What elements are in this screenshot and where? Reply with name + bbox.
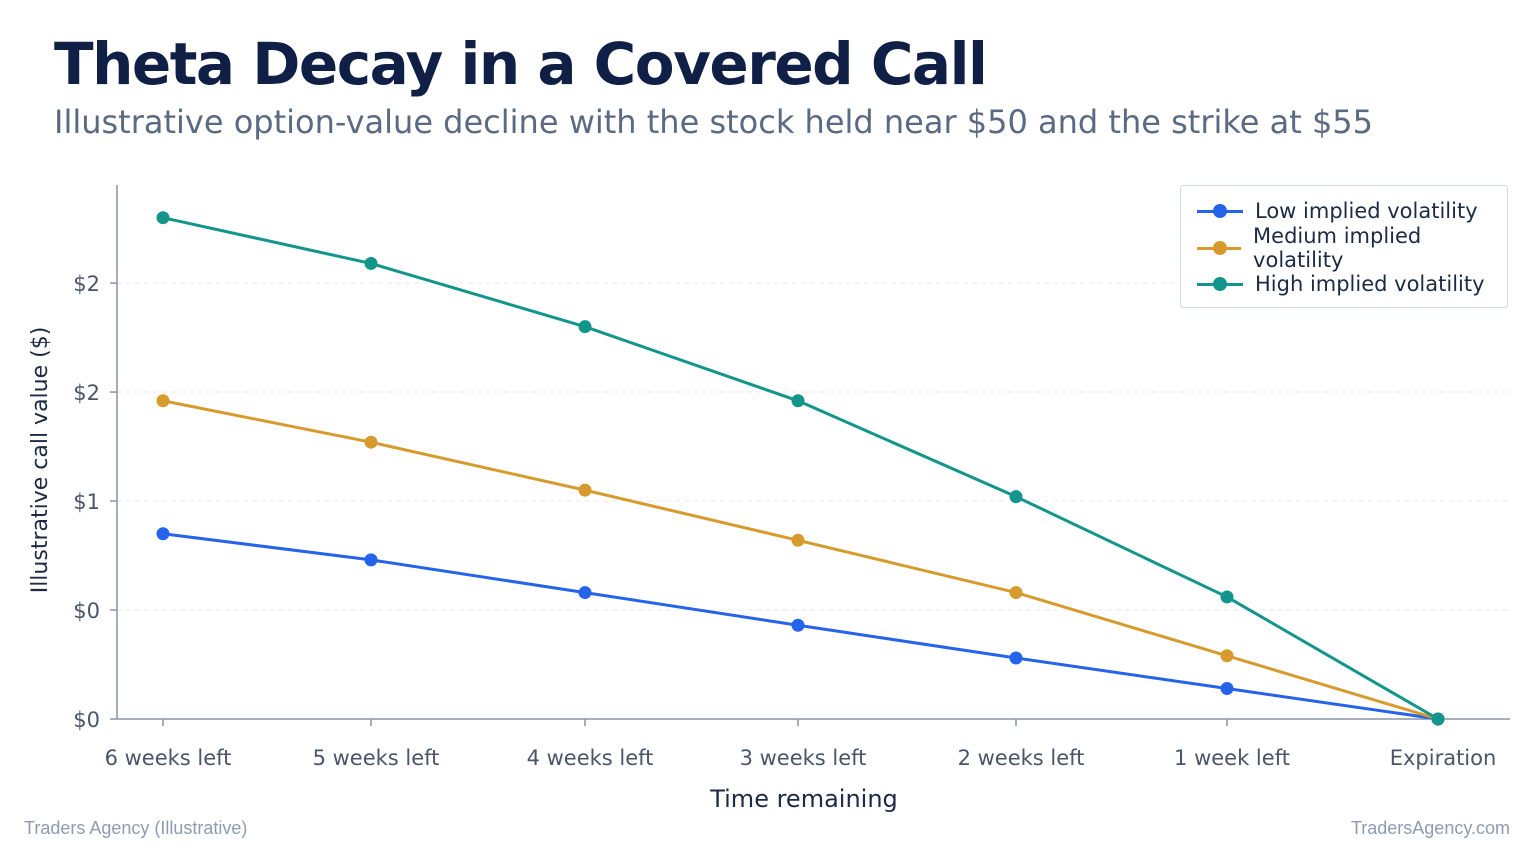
point-medium-0 [156,394,170,408]
point-medium-4 [1009,586,1023,600]
x-axis-label: Time remaining [709,785,898,813]
y-tick-label-1: $0 [73,599,100,623]
legend-item-low: Low implied volatility [1197,196,1478,226]
footer-source: Traders Agency (Illustrative) [24,818,248,838]
series-line-medium [162,399,1439,721]
point-high-3 [791,394,805,408]
y-tick-label-0: $0 [73,708,100,732]
y-tick-label-2: $1 [73,490,100,514]
point-medium-5 [1220,649,1234,663]
point-low-4 [1009,651,1023,665]
y-axis-label: Illustrative call value ($) [28,327,53,594]
x-tick-label-0: 6 weeks left [105,746,232,770]
legend-swatch-low [1197,204,1243,218]
point-low-3 [791,618,805,632]
chart-legend: Low implied volatility Medium implied vo… [1180,185,1508,308]
chart-subtitle: Illustrative option-value decline with t… [54,103,1374,141]
chart-title: Theta Decay in a Covered Call [54,30,988,98]
x-axis-ticks: 6 weeks left 5 weeks left 4 weeks left 3 we… [105,719,1497,770]
point-medium-1 [364,435,378,449]
series-lines [156,211,1445,726]
point-medium-2 [578,483,592,497]
footer-website: TradersAgency.com [1350,818,1510,838]
point-low-1 [364,553,378,567]
x-tick-label-5: 1 week left [1174,746,1290,770]
legend-label-medium: Medium implied volatility [1253,224,1422,272]
axes [116,185,1510,720]
point-medium-3 [791,533,805,547]
point-high-0 [156,211,170,225]
x-tick-label-2: 4 weeks left [527,746,654,770]
legend-item-high: High implied volatility [1197,269,1485,299]
y-axis-ticks: $0 $0 $1 $2 $2 [73,272,117,732]
point-high-1 [364,256,378,270]
point-low-0 [156,527,170,541]
x-tick-label-4: 2 weeks left [958,746,1085,770]
y-tick-label-3: $2 [73,381,100,405]
point-low-2 [578,586,592,600]
legend-swatch-high [1197,277,1243,291]
point-high-6 [1431,712,1445,726]
legend-label-high: High implied volatility [1255,272,1485,296]
x-tick-label-1: 5 weeks left [313,746,440,770]
point-high-5 [1220,590,1234,604]
legend-label-low: Low implied volatility [1255,199,1478,223]
x-tick-label-3: 3 weeks left [740,746,867,770]
gridlines [117,282,1510,611]
legend-item-medium: Medium implied volatility [1197,224,1507,272]
y-tick-label-4: $2 [73,272,100,296]
point-high-2 [578,320,592,334]
point-low-5 [1220,681,1234,695]
x-tick-label-6: Expiration [1390,746,1497,770]
point-high-4 [1009,490,1023,504]
legend-swatch-medium [1197,241,1242,255]
